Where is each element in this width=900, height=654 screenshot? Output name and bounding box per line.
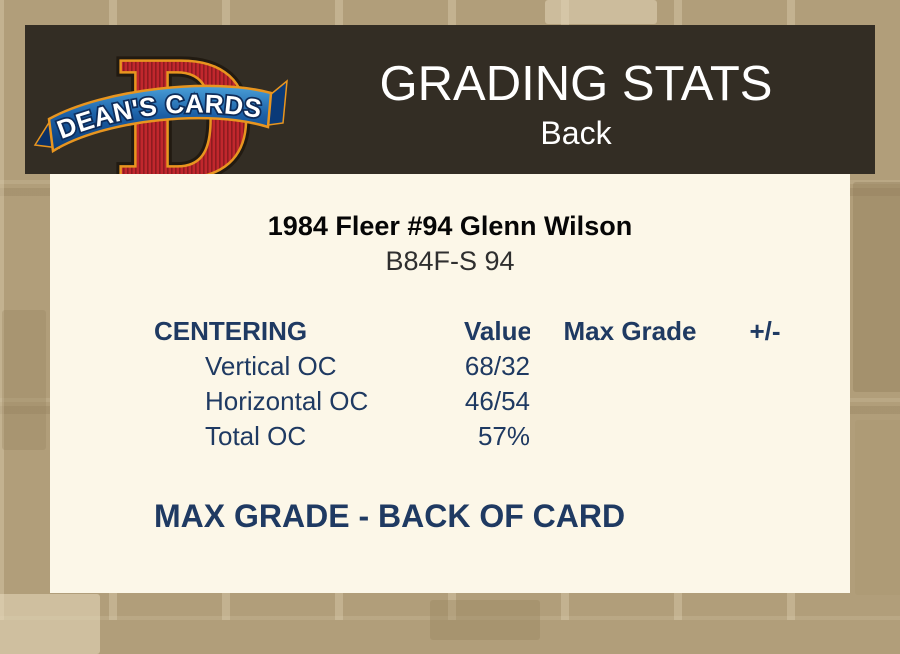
table-row: Total OC 57%	[154, 419, 800, 454]
card-title: 1984 Fleer #94 Glenn Wilson	[267, 211, 633, 241]
table-header-row: CENTERING Value Max Grade +/-	[154, 314, 800, 349]
table-row: Horizontal OC 46/54	[154, 384, 800, 419]
row-label: Total OC	[205, 421, 307, 451]
column-header-max-grade: Max Grade	[563, 316, 697, 346]
stats-panel: 1984 Fleer #94 Glenn Wilson B84F-S 94 CE…	[50, 174, 850, 593]
header-titles: GRADING STATS Back	[277, 25, 875, 174]
background-card	[2, 310, 46, 450]
deans-cards-logo[interactable]: D D D DEAN'S CARDS	[25, 25, 288, 221]
row-label: Horizontal OC	[205, 386, 369, 416]
row-value: 57%	[477, 421, 530, 451]
table-row: Vertical OC 68/32	[154, 349, 800, 384]
max-grade-back-of-card-label: MAX GRADE - BACK OF CARD	[154, 498, 626, 534]
background-card	[430, 600, 540, 640]
header-bar: D D D DEAN'S CARDS GRADING STATS Back	[25, 25, 875, 221]
row-value: 68/32	[464, 351, 530, 381]
row-plus-minus	[730, 384, 800, 419]
row-plus-minus	[730, 419, 800, 454]
card-code: B84F-S 94	[385, 246, 515, 276]
row-max-grade	[530, 419, 730, 454]
column-header-centering: CENTERING	[154, 316, 308, 346]
column-header-value: Value	[464, 316, 530, 346]
deans-cards-logo-icon: D D D DEAN'S CARDS	[33, 25, 288, 221]
row-max-grade	[530, 349, 730, 384]
background-card	[545, 0, 657, 24]
background-card	[853, 182, 900, 392]
page-title: GRADING STATS	[379, 56, 773, 111]
row-plus-minus	[730, 349, 800, 384]
row-max-grade	[530, 384, 730, 419]
column-header-plus-minus: +/-	[749, 316, 781, 346]
grading-table: CENTERING Value Max Grade +/- Vertical O…	[154, 314, 800, 454]
row-value: 46/54	[464, 386, 530, 416]
background-card	[0, 594, 100, 654]
row-label: Vertical OC	[205, 351, 337, 381]
page-subtitle: Back	[540, 114, 612, 151]
background-card	[855, 420, 900, 595]
